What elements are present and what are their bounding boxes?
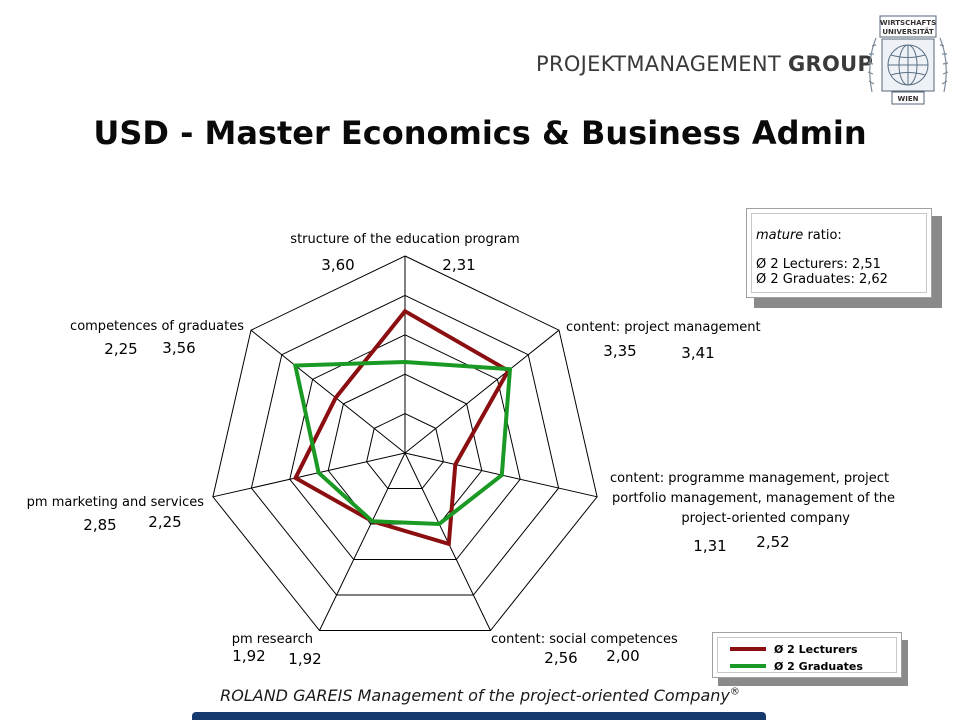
value-label-lecturers-2: 3,35 [603, 342, 636, 360]
ratio-title: mature ratio: [756, 228, 926, 243]
value-label-lecturers-5: 1,92 [232, 647, 265, 665]
value-label-graduates-5: 1,92 [288, 650, 321, 668]
grid-ring-1 [366, 413, 444, 489]
grid-spoke-2 [404, 329, 560, 454]
series-line-graduates [292, 359, 513, 527]
grid-ring-3 [289, 334, 521, 560]
university-seal-logo: WIRTSCHAFTS UNIVERSITÄT WIEN [867, 15, 949, 105]
ratio-title-rest: ratio: [803, 228, 842, 243]
value-label-lecturers-6: 2,85 [83, 516, 116, 534]
radar-labels: structure of the education program 3,60 2,… [27, 232, 895, 668]
value-label-graduates-6: 2,25 [148, 513, 181, 531]
axis-label-2-line-1: content: project management [566, 320, 761, 335]
legend-label-lecturers: Ø 2 Lecturers [774, 642, 858, 656]
legend-inner: Ø 2 Lecturers Ø 2 Graduates [717, 637, 897, 673]
value-label-lecturers-7: 2,25 [104, 340, 137, 358]
value-label-graduates-1: 2,31 [442, 256, 475, 274]
axis-label-6-line-1: pm marketing and services [27, 495, 205, 510]
series-line-lecturers [292, 308, 511, 547]
footer-bar [192, 712, 766, 720]
registered-mark: ® [729, 686, 740, 698]
value-label-lecturers-1: 3,60 [321, 256, 354, 274]
legend-item-graduates: Ø 2 Graduates [730, 658, 863, 674]
mature-ratio-box: mature ratio: Ø 2 Lecturers: 2,51 Ø 2 Gr… [746, 208, 932, 298]
logo-text-bottom: WIEN [898, 95, 919, 103]
grid-ring-5 [212, 255, 598, 631]
grid-spoke-5 [319, 452, 406, 631]
value-label-graduates-4: 2,00 [606, 647, 639, 665]
brand-light: PROJEKTMANAGEMENT [536, 52, 781, 76]
ratio-graduates: Ø 2 Graduates: 2,62 [756, 272, 888, 287]
brand-bold: GROUP [787, 52, 874, 76]
radar-series [292, 308, 513, 547]
value-label-lecturers-3: 1,31 [693, 537, 726, 555]
value-label-lecturers-4: 2,56 [544, 649, 577, 667]
footer-text: ROLAND GAREIS Management of the project-… [220, 686, 730, 705]
mature-ratio-inner: mature ratio: Ø 2 Lecturers: 2,51 Ø 2 Gr… [751, 213, 927, 293]
legend-swatch-graduates [730, 664, 766, 668]
axis-label-1-line-1: structure of the education program [290, 232, 519, 247]
ratio-title-italic: mature [756, 228, 804, 243]
axis-label-4-line-1: content: social competences [491, 632, 678, 647]
legend-swatch-lecturers [730, 647, 766, 651]
axis-label-7-line-1: competences of graduates [70, 319, 244, 334]
logo-text-mid: UNIVERSITÄT [882, 27, 933, 36]
value-label-graduates-3: 2,52 [756, 533, 789, 551]
axis-label-3-line-1: content: programme management, project [610, 471, 889, 486]
legend-item-lecturers: Ø 2 Lecturers [730, 641, 858, 657]
axis-label-3-line-3: project-oriented company [681, 511, 850, 526]
value-label-graduates-7: 3,56 [162, 339, 195, 357]
axis-label-5-line-1: pm research [232, 632, 313, 647]
chart-legend: Ø 2 Lecturers Ø 2 Graduates [712, 632, 902, 678]
legend-label-graduates: Ø 2 Graduates [774, 659, 863, 673]
grid-spoke-7 [250, 329, 406, 454]
value-label-graduates-2: 3,41 [681, 344, 714, 362]
grid-spoke-6 [212, 452, 406, 498]
brand-wordmark: PROJEKTMANAGEMENT GROUP [536, 52, 873, 76]
chart-title: USD - Master Economics & Business Admin [93, 114, 867, 152]
logo-text-top: WIRTSCHAFTS [880, 19, 936, 27]
footer-caption: ROLAND GAREIS Management of the project-… [0, 686, 960, 705]
axis-label-3-line-2: portfolio management, management of the [612, 491, 895, 506]
grid-ring-4 [250, 294, 560, 596]
ratio-lecturers: Ø 2 Lecturers: 2,51 [756, 257, 881, 272]
